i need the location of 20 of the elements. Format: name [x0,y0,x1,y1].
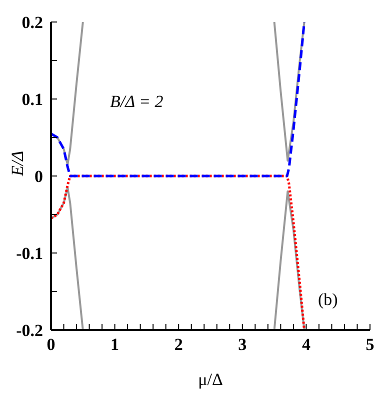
x-tick-label: 2 [174,335,183,354]
x-axis-title: μ/Δ [198,370,223,389]
x-tick-label: 5 [366,335,374,354]
y-tick-label: -0.2 [16,321,43,340]
y-tick-label: -0.1 [16,244,43,264]
x-tick-label: 1 [110,335,120,354]
x-tick-label: 4 [302,335,311,354]
x-tick-label: 3 [238,335,247,354]
annotation: B/Δ = 2 [110,92,164,112]
line-series [51,22,306,178]
y-tick-label: 0.1 [22,90,43,110]
x-tick-label: 0 [46,335,56,354]
line-series [273,190,306,330]
y-tick-label: 0 [34,167,43,186]
annotation: (b) [318,290,338,310]
line-series [51,174,306,330]
y-axis-title: E/Δ [8,150,28,177]
line-series [273,22,306,162]
y-tick-label: 0.2 [22,13,43,32]
line-series [51,186,84,330]
